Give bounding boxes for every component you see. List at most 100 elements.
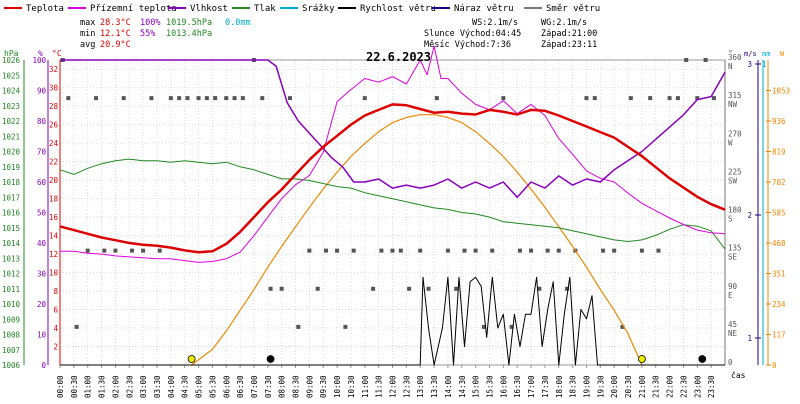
wind-dir-point <box>240 96 245 101</box>
stats-block: max 28.3°C 100% 1019.5hPa 0.0mm min 12.1… <box>80 18 251 50</box>
wind-dir-point <box>556 248 561 253</box>
wind-dir-point <box>473 248 478 253</box>
wind-dir-point <box>584 96 589 101</box>
wind-dir-point <box>529 248 534 253</box>
dir-tick-label: 315 <box>728 91 742 100</box>
x-tick-label: 23:00 <box>693 375 702 398</box>
series-layer <box>59 45 726 366</box>
pct-tick-label: 40 <box>37 239 47 248</box>
x-tick-label: 01:30 <box>98 375 107 398</box>
dir-name-label: NE <box>728 329 738 338</box>
wind-dir-point <box>601 248 606 253</box>
c-tick-label: 22 <box>49 158 58 167</box>
wind-dir-point <box>711 96 716 101</box>
wind-dir-point <box>260 96 265 101</box>
x-tick-label: 14:00 <box>444 375 453 398</box>
hpa-tick-label: 1026 <box>2 56 21 65</box>
wind-dir-point <box>213 96 218 101</box>
c-tick-label: 32 <box>49 65 58 74</box>
wind-dir-point <box>398 248 403 253</box>
c-tick-label: 2 <box>53 343 58 352</box>
dir-name-label: N <box>728 62 733 71</box>
wind-dir-point <box>418 248 423 253</box>
hpa-tick-label: 1017 <box>2 193 20 202</box>
w-tick-label: 117 <box>772 331 786 340</box>
c-tick-label: 20 <box>49 176 59 185</box>
dir-name-label: W <box>728 138 733 147</box>
wind-dir-point <box>454 286 459 291</box>
info-sun-rise: Slunce Východ:04:45 <box>424 29 521 39</box>
hpa-tick-label: 1015 <box>2 224 20 233</box>
pct-tick-label: 70 <box>37 148 47 157</box>
marker-moonrise <box>266 355 275 363</box>
w-tick-label: 819 <box>772 148 786 157</box>
pct-tick-label: 60 <box>37 178 47 187</box>
x-tick-label: 01:00 <box>84 375 93 398</box>
hpa-tick-label: 1011 <box>2 285 20 294</box>
legend-naraz: Náraz větru <box>454 4 514 14</box>
stats-max-hum: 100% <box>140 18 160 28</box>
dir-name-label: S <box>728 215 733 224</box>
c-tick-label: 28 <box>49 102 59 111</box>
wind-dir-point <box>501 96 506 101</box>
wind-dir-point <box>113 248 118 253</box>
x-tick-label: 22:00 <box>666 375 675 398</box>
pct-tick-label: 20 <box>37 300 47 309</box>
x-tick-label: 18:30 <box>569 375 578 398</box>
dir-name-label: NW <box>728 100 738 109</box>
wind-dir-point <box>177 96 182 101</box>
x-tick-label: 11:00 <box>361 375 370 398</box>
wind-dir-point <box>545 248 550 253</box>
dir-name-label: SE <box>728 253 738 262</box>
ms-unit: m/s <box>744 50 757 58</box>
w-tick-label: 585 <box>772 209 786 218</box>
dir-tick-label: 360 <box>728 53 742 62</box>
stats-precip: 0.0mm <box>225 18 251 28</box>
legend-prizemni: Přízemní teplota <box>90 4 177 14</box>
x-tick-label: 09:30 <box>319 375 328 398</box>
dir-name-label: E <box>728 291 733 300</box>
stats-min-press: 1013.4hPa <box>166 29 212 39</box>
x-tick-label: 17:00 <box>527 375 536 398</box>
x-tick-label: 22:30 <box>679 375 688 398</box>
wind-dir-point <box>703 58 708 62</box>
wind-dir-point <box>168 96 173 101</box>
wind-dir-point <box>66 96 71 101</box>
wind-dir-point <box>157 248 162 253</box>
c-tick-label: 18 <box>49 195 59 204</box>
mm-unit: mm <box>762 50 770 58</box>
x-tick-label: 02:30 <box>125 375 134 398</box>
wind-dir-point <box>426 286 431 291</box>
hpa-tick-label: 1016 <box>2 209 21 218</box>
x-tick-label: 13:30 <box>430 375 439 398</box>
wind-dir-point <box>149 96 154 101</box>
hpa-tick-label: 1007 <box>2 346 20 355</box>
dir-name-label: SW <box>728 176 738 185</box>
info-moon-set: Západ:23:11 <box>541 40 597 50</box>
hpa-unit: hPa <box>4 49 19 58</box>
dir-tick-label: 90 <box>728 282 738 291</box>
wind-dir-point <box>639 248 644 253</box>
series-rychlost-v-tru <box>60 276 725 366</box>
marker-sunset <box>637 355 646 363</box>
wind-dir-point <box>279 286 284 291</box>
stats-avg-label: avg <box>80 40 95 50</box>
x-tick-label: 12:30 <box>402 375 411 398</box>
wind-dir-point <box>407 286 412 291</box>
legend-vlhkost: Vlhkost <box>190 4 228 14</box>
x-tick-label: 03:00 <box>139 375 148 398</box>
pct-tick-label: 50 <box>37 209 47 218</box>
x-tick-label: 04:00 <box>167 375 176 398</box>
w-tick-label: 234 <box>772 300 786 309</box>
hpa-tick-label: 1006 <box>2 361 21 370</box>
pct-tick-label: 100 <box>32 56 46 65</box>
wind-dir-point <box>509 324 514 329</box>
x-tick-label: 03:30 <box>153 375 162 398</box>
hpa-tick-label: 1022 <box>2 117 20 126</box>
dir-tick-label: 0 <box>728 358 733 367</box>
x-tick-label: 02:00 <box>111 375 120 398</box>
x-tick-label: 12:00 <box>389 375 398 398</box>
wind-dir-point <box>362 96 367 101</box>
x-tick-label: 00:00 <box>56 375 65 398</box>
